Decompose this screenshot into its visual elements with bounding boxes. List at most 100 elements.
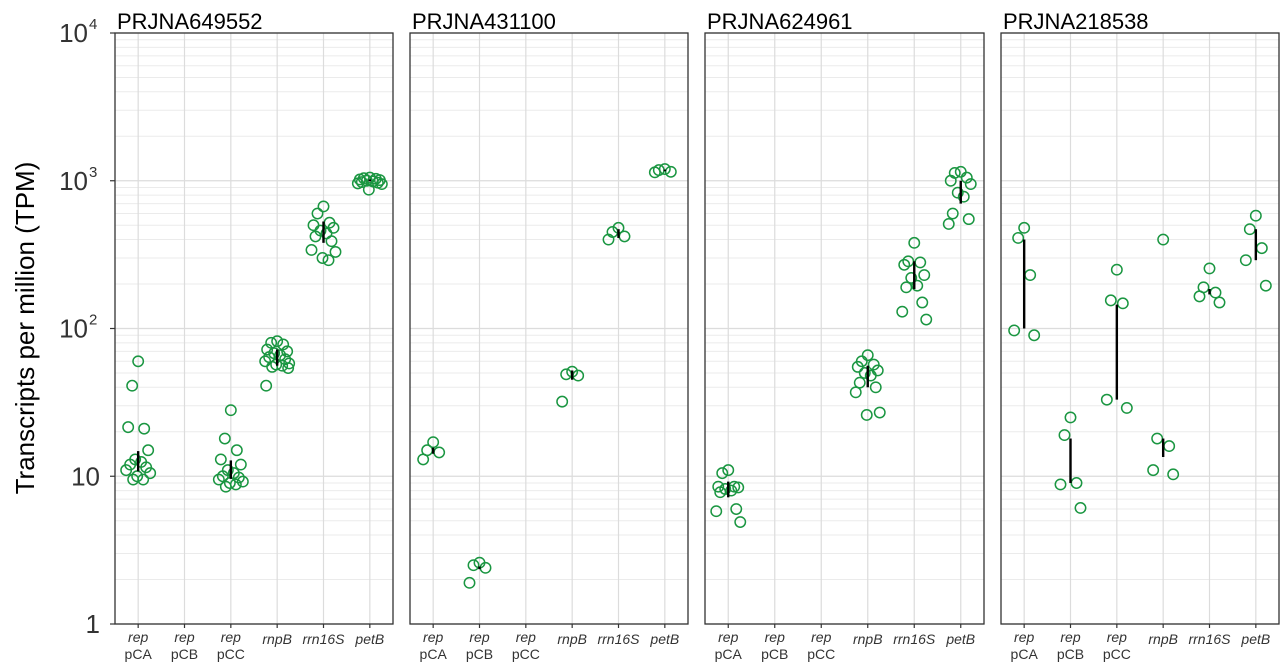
data-point [142, 444, 155, 457]
data-point [463, 576, 476, 589]
data-point [946, 207, 959, 220]
data-point [1054, 478, 1067, 491]
panel-title: PRJNA218538 [1003, 9, 1149, 34]
data-point [944, 174, 957, 187]
data-point [132, 355, 145, 368]
data-point [232, 471, 245, 484]
data-point [1193, 290, 1206, 303]
y-tick-exponent: 4 [89, 16, 97, 33]
data-point [1163, 440, 1176, 453]
data-point [849, 386, 862, 399]
x-tick-gene-label: rep [765, 629, 785, 645]
data-point [1008, 324, 1021, 337]
y-axis-label: Transcripts per million (TPM) [10, 162, 40, 495]
x-tick-plasmid-label: pCA [715, 646, 743, 662]
x-tick-gene-label: petB [649, 631, 679, 647]
data-point [230, 444, 243, 457]
x-tick-gene-label: petB [354, 631, 384, 647]
x-tick-plasmid-label: pCA [1011, 646, 1039, 662]
data-point [261, 343, 274, 356]
y-tick-label: 10 [59, 166, 88, 196]
data-point [1203, 262, 1216, 275]
x-tick-gene-label: petB [1240, 631, 1270, 647]
data-point [1116, 297, 1129, 310]
y-tick-label: 1 [86, 609, 100, 639]
x-tick-gene-label: rnpB [262, 631, 292, 647]
data-point [276, 359, 289, 372]
data-point [317, 200, 330, 213]
data-point [1024, 269, 1037, 282]
data-point [144, 467, 157, 480]
y-tick-label: 10 [59, 18, 88, 48]
x-tick-gene-label: rep [718, 629, 738, 645]
data-point [218, 432, 231, 445]
data-point [960, 171, 973, 184]
y-tick-exponent: 3 [89, 164, 97, 181]
data-point [281, 345, 294, 358]
data-point [1104, 294, 1117, 307]
x-tick-gene-label: rnpB [1148, 631, 1178, 647]
x-tick-plasmid-label: pCC [512, 646, 540, 662]
data-point [648, 166, 661, 179]
data-point [309, 230, 322, 243]
data-point [1064, 411, 1077, 424]
data-point [1151, 432, 1164, 445]
x-tick-gene-label: rep [221, 629, 241, 645]
x-tick-plasmid-label: pCC [217, 646, 245, 662]
data-point [229, 478, 242, 491]
data-point [316, 252, 329, 264]
data-point [234, 458, 247, 471]
data-point [916, 296, 929, 309]
data-point [920, 313, 933, 326]
data-point [869, 381, 882, 394]
data-point [467, 559, 480, 572]
x-tick-plasmid-label: pCB [1057, 646, 1084, 662]
data-point [962, 213, 975, 226]
data-point [898, 258, 911, 271]
x-tick-gene-label: rnpB [557, 631, 587, 647]
data-point [618, 230, 631, 243]
data-point [1028, 329, 1041, 342]
y-tick-label: 10 [71, 461, 100, 491]
data-point [138, 422, 151, 435]
panel-title: PRJNA431100 [412, 9, 556, 34]
data-point [858, 367, 871, 379]
data-point [896, 305, 909, 318]
x-tick-plasmid-label: pCA [125, 646, 153, 662]
data-point [1209, 286, 1222, 299]
data-point [851, 360, 864, 373]
x-tick-gene-label: rep [516, 629, 536, 645]
data-point [1120, 401, 1133, 414]
x-tick-gene-label: rep [811, 629, 831, 645]
data-point [900, 281, 913, 294]
data-point [329, 245, 342, 258]
data-point [1255, 242, 1268, 255]
data-point [427, 436, 440, 449]
x-tick-gene-label: rrn16S [302, 631, 345, 647]
x-tick-gene-label: rnpB [853, 631, 883, 647]
data-point [282, 362, 295, 374]
data-point [1259, 279, 1272, 292]
data-point [1012, 232, 1025, 244]
data-point [120, 464, 133, 477]
data-point [212, 473, 225, 486]
x-tick-gene-label: rep [174, 629, 194, 645]
data-point [236, 475, 249, 488]
data-point [305, 244, 318, 256]
data-point [311, 207, 324, 220]
data-point [417, 453, 430, 466]
data-point [322, 254, 335, 267]
data-point [602, 233, 615, 246]
data-point [556, 395, 569, 408]
data-point [265, 336, 278, 349]
x-tick-gene-label: petB [945, 631, 975, 647]
data-point [853, 376, 866, 389]
data-point [918, 269, 931, 282]
y-tick-exponent: 2 [89, 312, 97, 329]
data-point [725, 484, 738, 497]
data-point [560, 368, 573, 381]
